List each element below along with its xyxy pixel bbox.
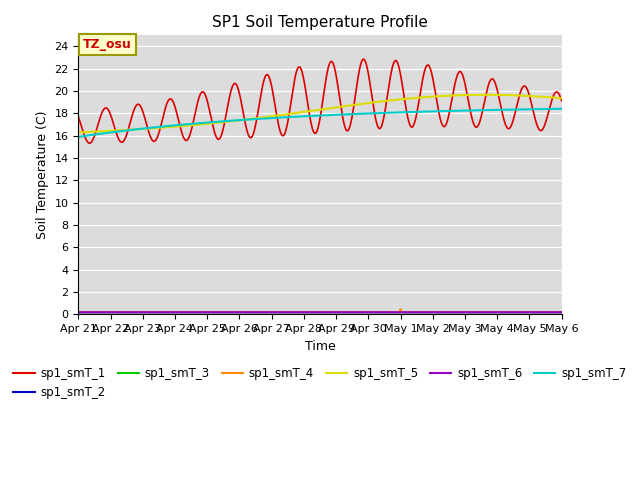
sp1_smT_4: [178, 309, 186, 315]
Line: sp1_smT_4: sp1_smT_4: [78, 309, 562, 312]
sp1_smT_3: [512, 310, 520, 315]
sp1_smT_2: [178, 309, 186, 315]
sp1_smT_1: [178, 131, 186, 136]
sp1_smT_2: [512, 309, 520, 315]
sp1_smT_1: [376, 126, 383, 132]
sp1_smT_3: [375, 310, 383, 315]
Line: sp1_smT_5: sp1_smT_5: [78, 95, 562, 132]
Line: sp1_smT_1: sp1_smT_1: [78, 59, 562, 143]
sp1_smT_4: [557, 309, 565, 315]
sp1_smT_5: [209, 120, 217, 126]
sp1_smT_3: [209, 310, 217, 315]
X-axis label: Time: Time: [305, 339, 335, 353]
sp1_smT_1: [209, 125, 217, 131]
sp1_smT_2: [367, 309, 374, 315]
sp1_smT_4: [74, 309, 82, 315]
sp1_smT_6: [209, 310, 217, 315]
sp1_smT_4: [396, 306, 404, 312]
sp1_smT_2: [74, 309, 82, 315]
sp1_smT_1: [360, 56, 367, 62]
sp1_smT_6: [557, 310, 565, 315]
sp1_smT_3: [558, 310, 566, 315]
sp1_smT_6: [74, 310, 82, 315]
sp1_smT_3: [557, 310, 565, 315]
sp1_smT_6: [375, 310, 383, 315]
Text: TZ_osu: TZ_osu: [83, 38, 132, 51]
sp1_smT_4: [375, 309, 383, 315]
sp1_smT_1: [558, 98, 566, 104]
sp1_smT_6: [558, 310, 566, 315]
sp1_smT_3: [74, 310, 82, 315]
sp1_smT_5: [74, 130, 82, 135]
sp1_smT_1: [557, 97, 565, 103]
sp1_smT_1: [86, 140, 93, 146]
sp1_smT_2: [375, 309, 383, 315]
sp1_smT_6: [367, 310, 374, 315]
sp1_smT_5: [481, 92, 489, 97]
sp1_smT_2: [209, 309, 217, 315]
sp1_smT_1: [74, 114, 82, 120]
Line: sp1_smT_7: sp1_smT_7: [78, 109, 562, 137]
sp1_smT_3: [367, 310, 374, 315]
sp1_smT_7: [558, 106, 566, 112]
sp1_smT_7: [375, 110, 383, 116]
sp1_smT_2: [558, 309, 566, 315]
Legend: sp1_smT_1, sp1_smT_2, sp1_smT_3, sp1_smT_4, sp1_smT_5, sp1_smT_6, sp1_smT_7: sp1_smT_1, sp1_smT_2, sp1_smT_3, sp1_smT…: [9, 362, 631, 403]
sp1_smT_1: [512, 106, 520, 112]
sp1_smT_5: [512, 93, 520, 98]
sp1_smT_5: [375, 99, 383, 105]
sp1_smT_7: [178, 122, 186, 128]
sp1_smT_7: [557, 106, 565, 112]
sp1_smT_4: [558, 309, 566, 315]
sp1_smT_2: [557, 309, 565, 315]
sp1_smT_4: [367, 309, 374, 315]
sp1_smT_5: [178, 123, 186, 129]
sp1_smT_6: [512, 310, 520, 315]
sp1_smT_6: [178, 310, 186, 315]
Title: SP1 Soil Temperature Profile: SP1 Soil Temperature Profile: [212, 15, 428, 30]
sp1_smT_7: [209, 119, 217, 125]
sp1_smT_5: [557, 96, 565, 101]
sp1_smT_4: [512, 309, 520, 315]
sp1_smT_4: [209, 309, 217, 315]
sp1_smT_7: [367, 110, 374, 116]
sp1_smT_7: [74, 134, 82, 140]
sp1_smT_3: [178, 310, 186, 315]
sp1_smT_5: [558, 96, 566, 101]
sp1_smT_1: [367, 86, 374, 92]
sp1_smT_7: [512, 107, 520, 112]
Y-axis label: Soil Temperature (C): Soil Temperature (C): [36, 110, 49, 239]
sp1_smT_5: [367, 100, 374, 106]
